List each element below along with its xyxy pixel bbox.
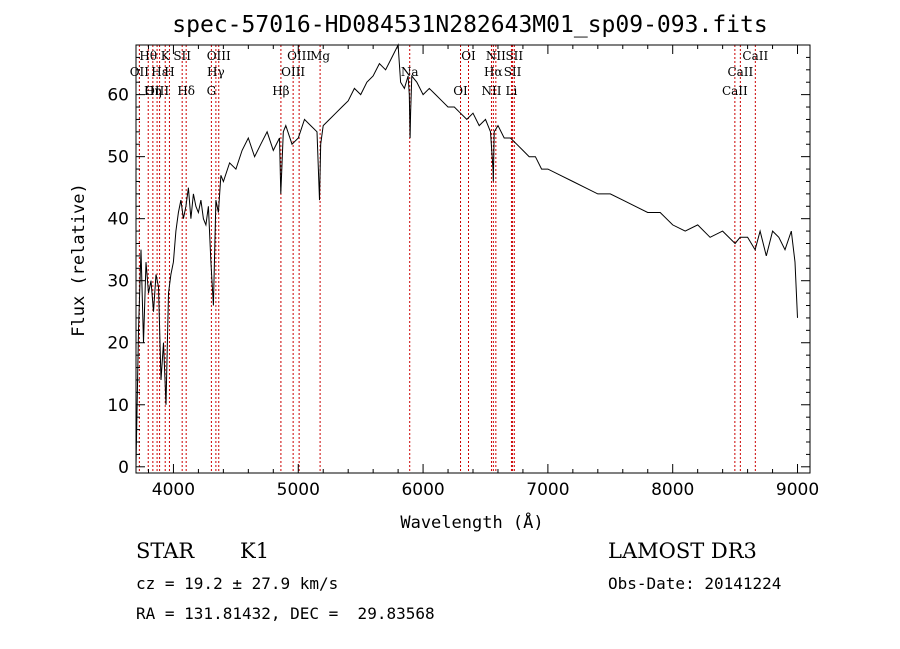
line-marker-label: K <box>161 49 171 63</box>
x-axis-label: Wavelength (Å) <box>400 511 543 533</box>
x-tick-label: 7000 <box>526 480 569 500</box>
line-marker-label: Hδ <box>177 84 195 98</box>
line-marker-label: OII <box>130 65 150 79</box>
y-tick-label: 50 <box>107 148 129 168</box>
y-tick-label: 60 <box>107 86 129 106</box>
y-axis-label: Flux (relative) <box>69 183 89 337</box>
line-marker-label: Hγ <box>207 65 225 79</box>
line-marker-label: SII <box>505 49 523 63</box>
line-marker-label: Hη <box>144 84 162 98</box>
line-marker-label: Mg <box>310 49 330 63</box>
line-marker-label: Na <box>401 65 419 79</box>
line-marker-label: OI <box>461 49 476 63</box>
sky-coordinates: RA = 131.81432, DEC = 29.83568 <box>136 604 435 623</box>
line-marker-label: CaII <box>727 65 753 79</box>
line-marker-label: Hε <box>151 65 168 79</box>
line-marker-label: Hθ <box>139 49 157 63</box>
object-class: STAR <box>136 539 195 563</box>
x-tick-label: 9000 <box>776 480 819 500</box>
spectrum-series-line <box>135 43 798 467</box>
line-marker-label: OIII <box>145 84 169 98</box>
object-subclass: K1 <box>240 539 270 563</box>
line-marker-label: H <box>164 65 174 79</box>
survey-name: LAMOST DR3 <box>608 539 757 563</box>
line-marker-label: OIII <box>281 65 305 79</box>
line-marker-label: G <box>207 84 217 98</box>
y-tick-label: 0 <box>118 458 129 478</box>
line-marker-label: CaII <box>742 49 768 63</box>
line-marker-label: Hα <box>484 65 503 79</box>
line-marker-label: NII <box>481 84 501 98</box>
x-tick-label: 8000 <box>651 480 694 500</box>
line-marker-label: OI <box>453 84 468 98</box>
plot-frame <box>135 44 811 474</box>
line-marker-label: SII <box>504 65 522 79</box>
line-marker-label: CaII <box>722 84 748 98</box>
line-marker-label: SII <box>173 49 191 63</box>
y-tick-label: 30 <box>107 272 129 292</box>
x-tick-label: 5000 <box>277 480 320 500</box>
x-tick-label: 4000 <box>152 480 195 500</box>
chart-title: spec-57016-HD084531N282643M01_sp09-093.f… <box>172 12 767 38</box>
redshift-velocity: cz = 19.2 ± 27.9 km/s <box>136 574 339 593</box>
y-tick-label: 20 <box>107 334 129 354</box>
y-tick-label: 10 <box>107 396 129 416</box>
line-marker-label: Li <box>506 84 518 98</box>
line-marker-label: NII <box>486 49 506 63</box>
line-marker-label: OIII <box>287 49 311 63</box>
observation-date: Obs-Date: 20141224 <box>608 574 782 593</box>
y-tick-label: 40 <box>107 210 129 230</box>
line-marker-label: OIII <box>207 49 231 63</box>
x-tick-label: 6000 <box>401 480 444 500</box>
line-marker-label: Hβ <box>272 84 289 98</box>
